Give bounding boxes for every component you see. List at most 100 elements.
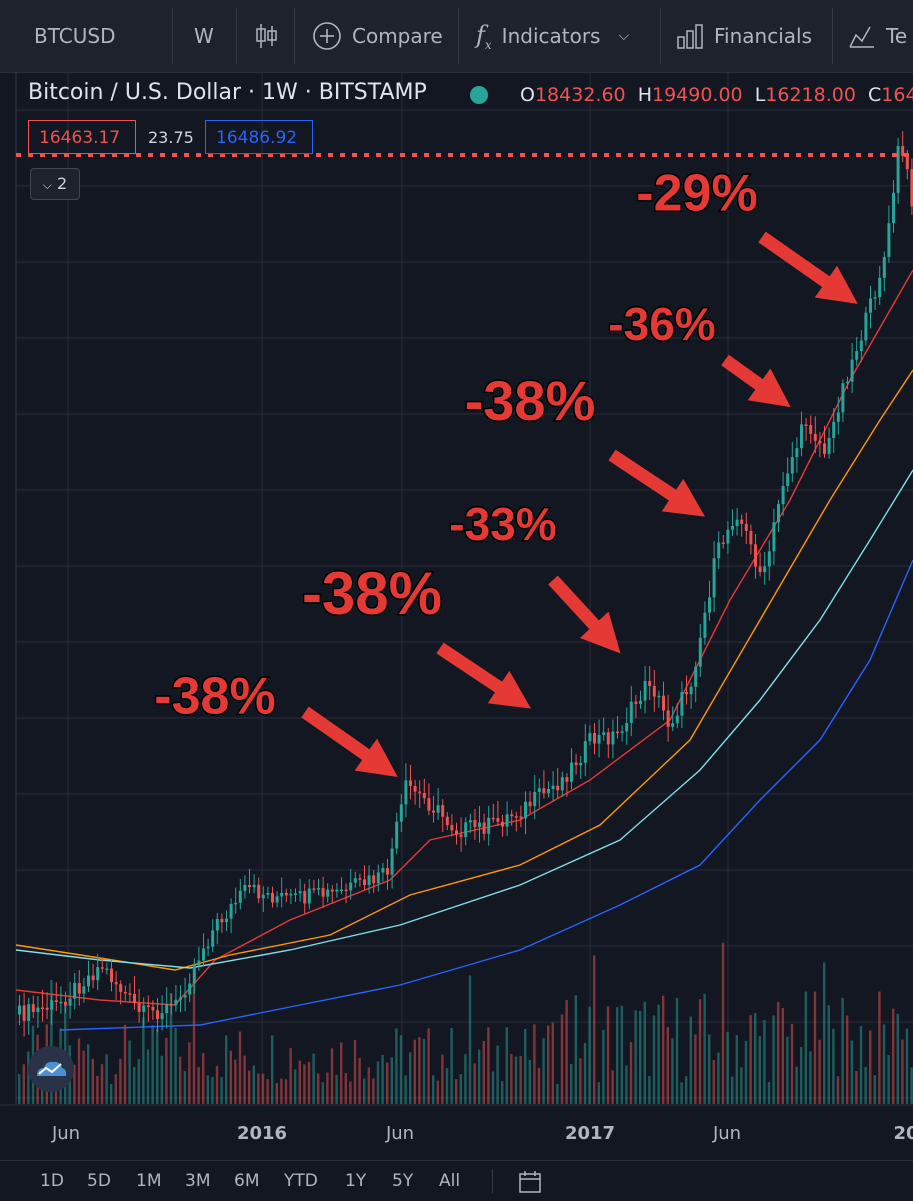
candle-body — [349, 882, 353, 891]
volume-bar — [634, 1010, 637, 1104]
volume-bar — [409, 1052, 412, 1104]
volume-bar — [22, 1064, 25, 1104]
financials-button[interactable]: Financials — [676, 0, 812, 72]
volume-bar — [675, 997, 679, 1104]
chart-type-button[interactable] — [254, 0, 278, 72]
price-chart[interactable]: -38%-38%-33%-38%-36%-29% Jun 2016 Jun 2017 J… — [0, 72, 913, 1160]
compare-button[interactable]: Compare — [312, 0, 443, 72]
candle-body — [174, 999, 178, 1006]
candle-body — [579, 762, 583, 766]
volume-bar — [620, 1005, 623, 1104]
volume-bar — [496, 1045, 499, 1104]
candle-body — [418, 791, 422, 794]
volume-bar — [381, 1054, 384, 1104]
volume-bar — [459, 1074, 462, 1104]
candle-body — [487, 817, 491, 834]
range-button-1m[interactable]: 1M — [136, 1171, 162, 1191]
volume-bar — [238, 1031, 242, 1104]
function-icon: fx — [476, 20, 492, 52]
candle-body — [77, 983, 81, 994]
candle-body — [611, 731, 615, 745]
volume-bar — [648, 1076, 651, 1104]
volume-bar — [303, 1064, 306, 1104]
range-button-5y[interactable]: 5Y — [392, 1171, 414, 1191]
candle-body — [445, 816, 449, 826]
candle-body — [18, 1005, 21, 1015]
volume-bar — [510, 1054, 513, 1104]
annotation-arrow — [436, 642, 531, 709]
candle-body — [160, 1013, 164, 1020]
candle-body — [878, 277, 882, 298]
range-button-ytd[interactable]: YTD — [284, 1171, 318, 1191]
range-button-all[interactable]: All — [439, 1171, 461, 1191]
candle-body — [358, 878, 362, 880]
candle-body — [533, 791, 537, 807]
candle-body — [202, 948, 205, 961]
volume-bar — [404, 1075, 407, 1104]
x-tick-label: Jun — [712, 1123, 741, 1144]
range-button-1d[interactable]: 1D — [40, 1171, 64, 1191]
volume-bar — [87, 1044, 90, 1104]
moving-average-line — [15, 369, 913, 971]
volume-bar — [142, 1016, 145, 1104]
candle-body — [547, 788, 550, 794]
x-tick-label: 2016 — [237, 1123, 287, 1144]
volume-bar — [215, 1065, 219, 1104]
candle-body — [220, 918, 224, 923]
volume-bar — [703, 993, 706, 1104]
collapse-indicators-button[interactable]: ⌵ 2 — [30, 168, 80, 200]
candle-body — [317, 888, 320, 890]
volume-bar — [606, 1006, 610, 1104]
volume-bar — [519, 1055, 522, 1104]
range-button-1y[interactable]: 1Y — [345, 1171, 367, 1191]
volume-bar — [754, 1013, 757, 1104]
candle-body — [634, 701, 638, 704]
volume-bar — [616, 1007, 619, 1104]
candle-body — [330, 889, 334, 892]
volume-bar — [887, 1055, 890, 1104]
candle-body — [749, 530, 753, 545]
range-button-6m[interactable]: 6M — [234, 1171, 260, 1191]
candle-body — [901, 146, 905, 157]
symbol-search-button[interactable]: BTCUSD — [34, 0, 115, 72]
candle-body — [560, 777, 564, 791]
range-button-3m[interactable]: 3M — [185, 1171, 211, 1191]
candle-body — [639, 700, 642, 704]
candle-body — [892, 192, 895, 224]
candle-body — [570, 762, 573, 782]
volume-bar — [892, 1008, 895, 1104]
range-button-5d[interactable]: 5D — [87, 1171, 111, 1191]
candle-body — [790, 457, 794, 474]
candle-body — [303, 891, 307, 904]
candle-body — [625, 722, 629, 732]
candle-body — [864, 312, 868, 341]
volume-bar — [905, 1028, 909, 1104]
candle-body — [459, 834, 463, 838]
volume-bar — [680, 1082, 683, 1104]
bid-price-button[interactable]: 16463.17 — [28, 120, 136, 154]
volume-bars — [18, 942, 913, 1104]
candle-body — [192, 965, 196, 984]
volume-bar — [225, 1035, 228, 1104]
tradingview-logo[interactable] — [28, 1046, 74, 1092]
interval-button[interactable]: W — [194, 0, 214, 72]
range-separator — [492, 1169, 493, 1193]
candle-body — [87, 975, 90, 987]
ask-price-button[interactable]: 16486.92 — [205, 120, 313, 154]
calendar-icon[interactable] — [518, 1169, 544, 1195]
volume-bar — [395, 1028, 398, 1104]
volume-bar — [119, 1058, 122, 1104]
candle-body — [307, 888, 311, 904]
candle-body — [703, 612, 707, 638]
volume-bar — [386, 1062, 389, 1104]
volume-bar — [712, 1060, 715, 1104]
candle-body — [629, 701, 633, 723]
indicators-button[interactable]: fx Indicators ⌵ — [476, 0, 629, 72]
candle-body — [565, 777, 569, 782]
templates-button[interactable]: Te — [848, 0, 907, 72]
candle-body — [271, 893, 274, 903]
bar-chart-icon — [677, 24, 703, 49]
candle-body — [593, 733, 596, 744]
volume-bar — [749, 1015, 752, 1104]
candle-body — [82, 986, 86, 994]
